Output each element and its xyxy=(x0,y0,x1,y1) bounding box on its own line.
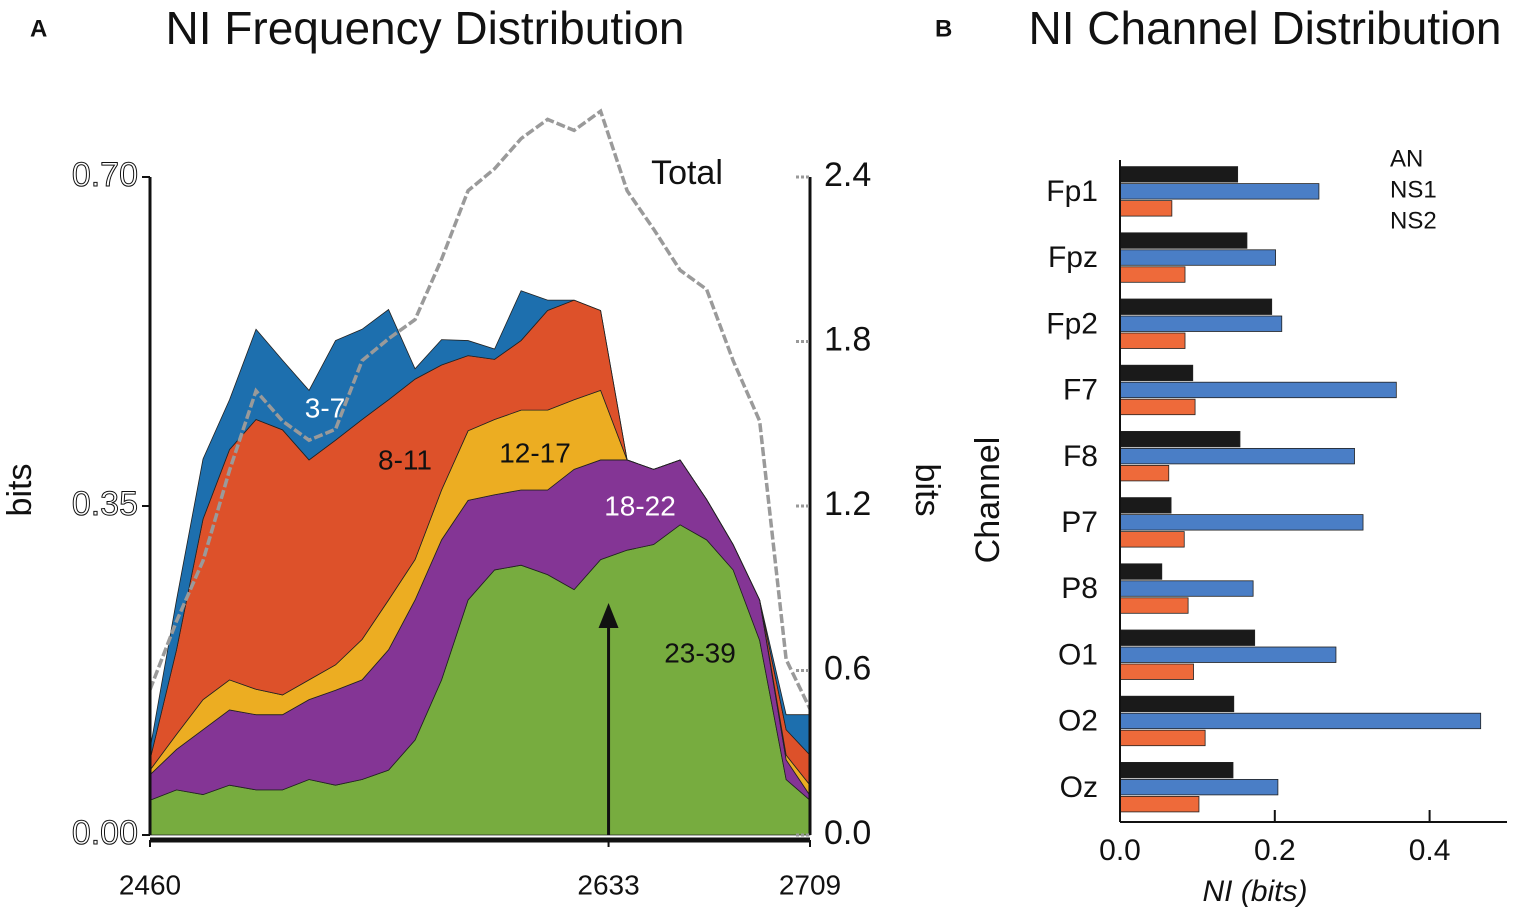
bar xyxy=(1119,762,1234,779)
legend-entry: NS2 xyxy=(1390,207,1437,234)
bar xyxy=(1119,430,1241,448)
bar xyxy=(1119,266,1186,283)
x-tick-label: 0.4 xyxy=(1409,834,1451,867)
bar xyxy=(1119,629,1256,646)
total-line xyxy=(148,108,812,710)
y-tick-label: 0.70 xyxy=(72,156,138,194)
y2-tick-label: 1.2 xyxy=(824,485,871,523)
series-label: 8-11 xyxy=(378,444,432,475)
panel-letter: A xyxy=(30,15,47,42)
bar xyxy=(1119,232,1248,249)
x-tick-label: 2633 xyxy=(577,869,639,900)
series-label: 23-39 xyxy=(664,637,736,668)
bar xyxy=(1119,364,1194,382)
bar xyxy=(1119,447,1355,465)
bar xyxy=(1119,712,1482,730)
y2-tick-label: 0.0 xyxy=(824,814,871,852)
bar xyxy=(1119,563,1163,580)
bar xyxy=(1119,332,1186,349)
bar xyxy=(1119,200,1173,217)
bar xyxy=(1119,729,1206,747)
chart-title: NI Channel Distribution xyxy=(1028,2,1501,54)
bar xyxy=(1119,398,1196,416)
bar xyxy=(1119,514,1364,531)
y-tick-label: 0.00 xyxy=(72,814,138,852)
panel-letter: B xyxy=(935,15,952,42)
chart-title: NI Frequency Distribution xyxy=(166,2,685,54)
x-tick-label: 0.0 xyxy=(1099,834,1141,867)
y2-tick-label: 1.8 xyxy=(824,320,871,358)
bar xyxy=(1119,779,1279,796)
y2-tick-label: 0.6 xyxy=(824,649,871,687)
bar xyxy=(1119,663,1194,680)
y-tick-label: P8 xyxy=(1061,572,1098,605)
y-tick-label: Fp2 xyxy=(1046,307,1098,340)
legend-entry: NS1 xyxy=(1390,176,1437,203)
y2-axis-label: bits xyxy=(908,464,946,517)
y-axis-label: Channel xyxy=(969,437,1007,564)
y-tick-label: Oz xyxy=(1060,771,1098,804)
bar xyxy=(1119,464,1170,482)
bar xyxy=(1119,597,1189,614)
series-label: 18-22 xyxy=(604,490,676,521)
y-tick-label: 0.35 xyxy=(72,485,138,523)
series-label: Total xyxy=(651,154,723,192)
bar xyxy=(1119,796,1200,813)
y2-tick-label: 2.4 xyxy=(824,156,871,194)
y-tick-label: O2 xyxy=(1058,705,1098,738)
annotations: 23-39 18-22 12-17 8-11 3-7 Total AN NS1 NS2 xyxy=(305,145,1437,668)
bar xyxy=(1119,531,1185,548)
bar xyxy=(1119,315,1283,332)
y-tick-label: Fp1 xyxy=(1046,175,1098,208)
bar xyxy=(1119,497,1172,514)
bar xyxy=(1119,695,1235,713)
x-tick-label: 2709 xyxy=(779,869,841,900)
bar xyxy=(1119,183,1320,200)
bar xyxy=(1119,166,1239,183)
bar xyxy=(1119,646,1337,663)
plot-layer: 0.00 0.35 0.70 0.0 0.6 1.2 1.8 2.4 2460 2633 2709 F… xyxy=(71,108,1507,900)
series-label: 3-7 xyxy=(305,392,345,423)
y-tick-label: Fpz xyxy=(1048,241,1098,274)
series-label: 12-17 xyxy=(499,437,571,468)
bar xyxy=(1119,298,1273,315)
bar xyxy=(1119,580,1254,597)
legend-entry: AN xyxy=(1390,145,1423,172)
y-axis-label: bits xyxy=(1,464,39,517)
y-tick-label: F7 xyxy=(1063,374,1098,407)
x-tick-label: 0.2 xyxy=(1254,834,1296,867)
x-tick-label: 2460 xyxy=(119,869,181,900)
bar xyxy=(1119,249,1276,266)
y-tick-label: P7 xyxy=(1061,506,1098,539)
y-tick-label: O1 xyxy=(1058,638,1098,671)
bar xyxy=(1119,381,1397,399)
y-tick-label: F8 xyxy=(1063,440,1098,473)
x-axis-label: NI (bits) xyxy=(1203,875,1308,908)
arrow-head xyxy=(598,603,619,628)
